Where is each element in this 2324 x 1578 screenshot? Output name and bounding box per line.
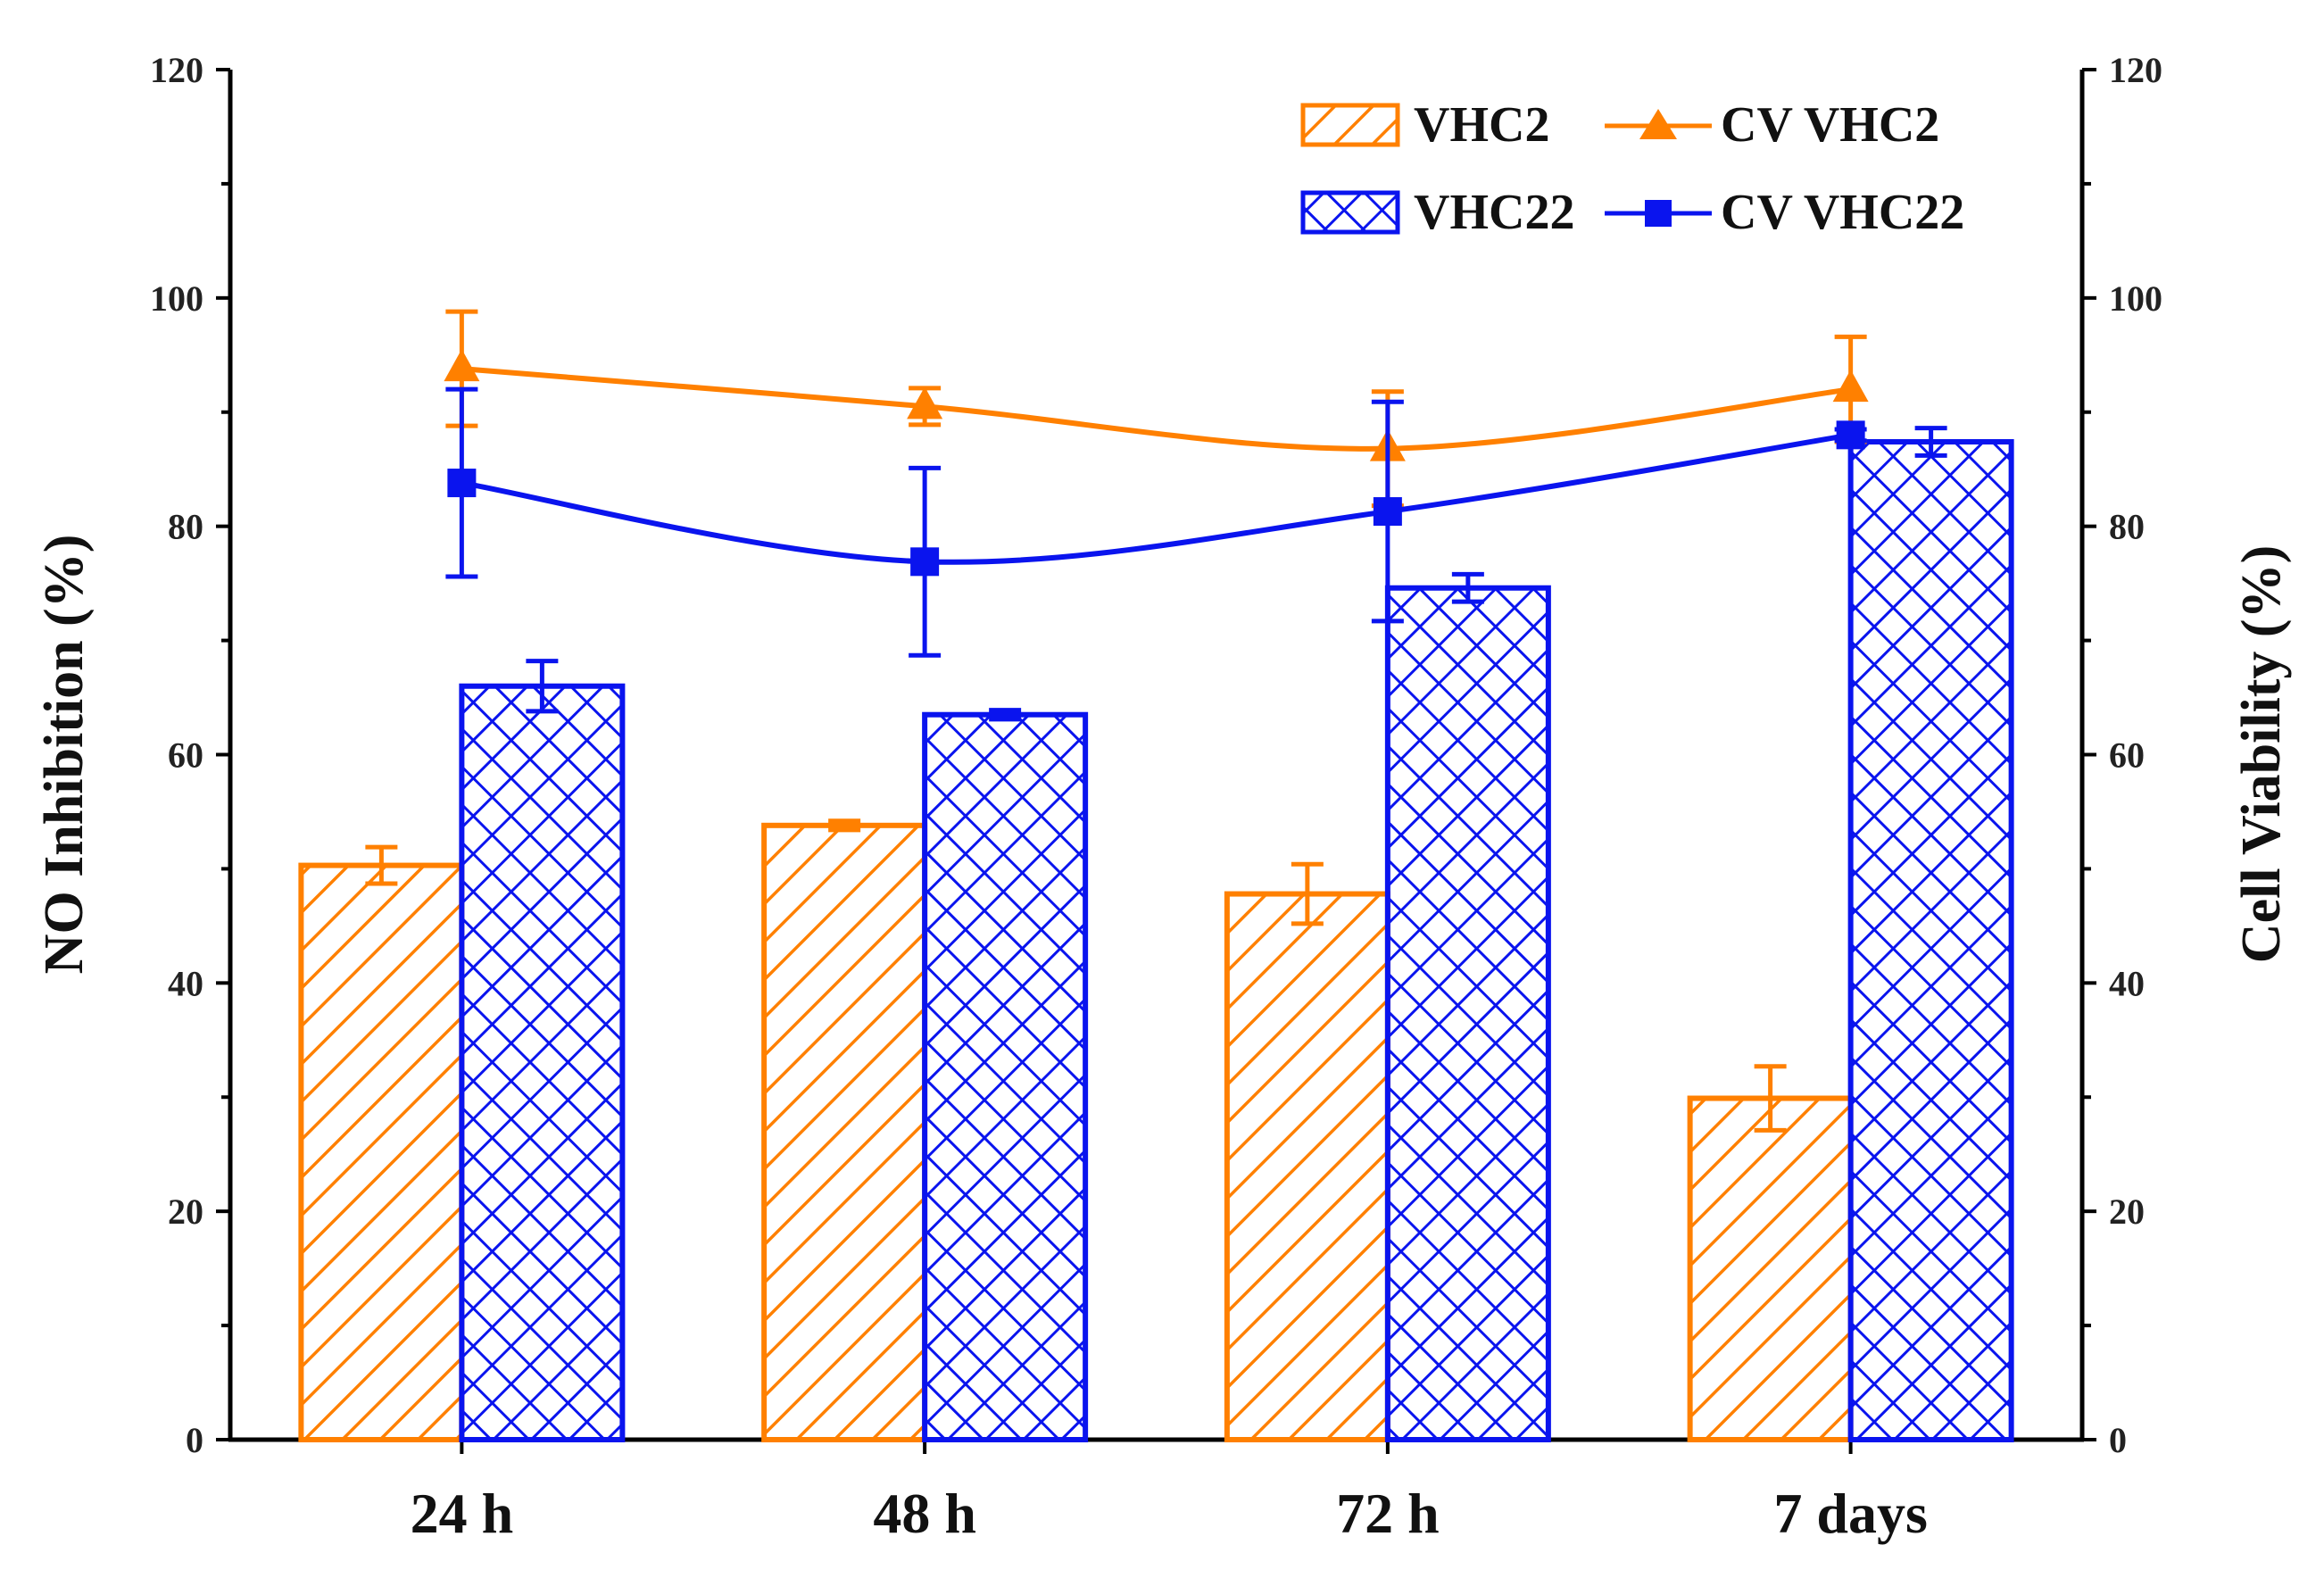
y2-tick-label: 80 bbox=[2109, 507, 2145, 547]
y2-tick-label: 100 bbox=[2109, 278, 2162, 319]
y2-tick-label: 40 bbox=[2109, 963, 2145, 1003]
legend-label-vhc22: VHC22 bbox=[1414, 185, 1574, 240]
y-axis-title: NO Inhibition (%) bbox=[34, 535, 95, 975]
point-cv-vhc2 bbox=[1832, 370, 1869, 403]
bar-vhc2 bbox=[761, 822, 928, 1442]
left-y-ticks: 0 20 40 60 80 100 120 bbox=[150, 50, 230, 1460]
bar-vhc22 bbox=[459, 683, 626, 1442]
point-cv-vhc22 bbox=[1836, 420, 1865, 450]
y2-tick-label: 20 bbox=[2109, 1192, 2145, 1232]
right-y-ticks: 0 20 40 60 80 100 120 bbox=[2082, 50, 2162, 1460]
bar-vhc2 bbox=[1224, 891, 1390, 1442]
x-category-label: 48 h bbox=[873, 1482, 976, 1545]
legend-label-cv-vhc2: CV VHC2 bbox=[1721, 97, 1939, 153]
point-cv-vhc22 bbox=[1373, 497, 1402, 527]
line-cv-vhc22 bbox=[461, 432, 1852, 565]
x-category-label: 7 days bbox=[1773, 1482, 1928, 1545]
legend-swatch-vhc2 bbox=[1300, 103, 1400, 147]
y-tick-label: 20 bbox=[168, 1192, 203, 1232]
line-cv-vhc2 bbox=[461, 366, 1852, 452]
legend-label-cv-vhc22: CV VHC22 bbox=[1721, 185, 1964, 240]
point-cv-vhc22 bbox=[447, 469, 477, 498]
bar-vhc22 bbox=[1847, 439, 2014, 1443]
y-tick-label: 60 bbox=[168, 735, 203, 776]
bar-vhc2 bbox=[1687, 1095, 1854, 1442]
y-tick-label: 120 bbox=[150, 50, 203, 90]
point-cv-vhc2 bbox=[444, 349, 480, 382]
y2-tick-label: 0 bbox=[2109, 1420, 2127, 1460]
bar-vhc2 bbox=[298, 862, 465, 1442]
legend-marker-square-icon bbox=[1645, 200, 1672, 227]
x-category-label: 72 h bbox=[1336, 1482, 1440, 1545]
bar-error-bars bbox=[365, 426, 1947, 1133]
bar-vhc22 bbox=[922, 711, 1089, 1442]
y-tick-label: 100 bbox=[150, 278, 203, 319]
bar-vhc22 bbox=[1384, 585, 1551, 1442]
legend-label-vhc2: VHC2 bbox=[1414, 97, 1549, 153]
y-tick-label: 80 bbox=[168, 507, 203, 547]
legend: VHC2 VHC22 CV VHC2 CV VHC22 bbox=[1300, 97, 1964, 240]
y-tick-label: 0 bbox=[186, 1420, 203, 1460]
x-category-label: 24 h bbox=[411, 1482, 514, 1545]
y2-tick-label: 120 bbox=[2109, 50, 2162, 90]
y2-axis-title: Cell Viability (%) bbox=[2231, 545, 2292, 963]
x-ticks: 24 h 48 h 72 h 7 days bbox=[411, 1440, 1928, 1545]
bars bbox=[298, 439, 2014, 1443]
y2-tick-label: 60 bbox=[2109, 735, 2145, 776]
legend-swatch-vhc22 bbox=[1300, 190, 1400, 235]
point-cv-vhc22 bbox=[910, 547, 940, 577]
legend-marker-triangle-icon bbox=[1639, 109, 1677, 139]
y-tick-label: 40 bbox=[168, 963, 203, 1003]
line-series bbox=[444, 309, 1869, 658]
point-cv-vhc2 bbox=[907, 386, 943, 419]
